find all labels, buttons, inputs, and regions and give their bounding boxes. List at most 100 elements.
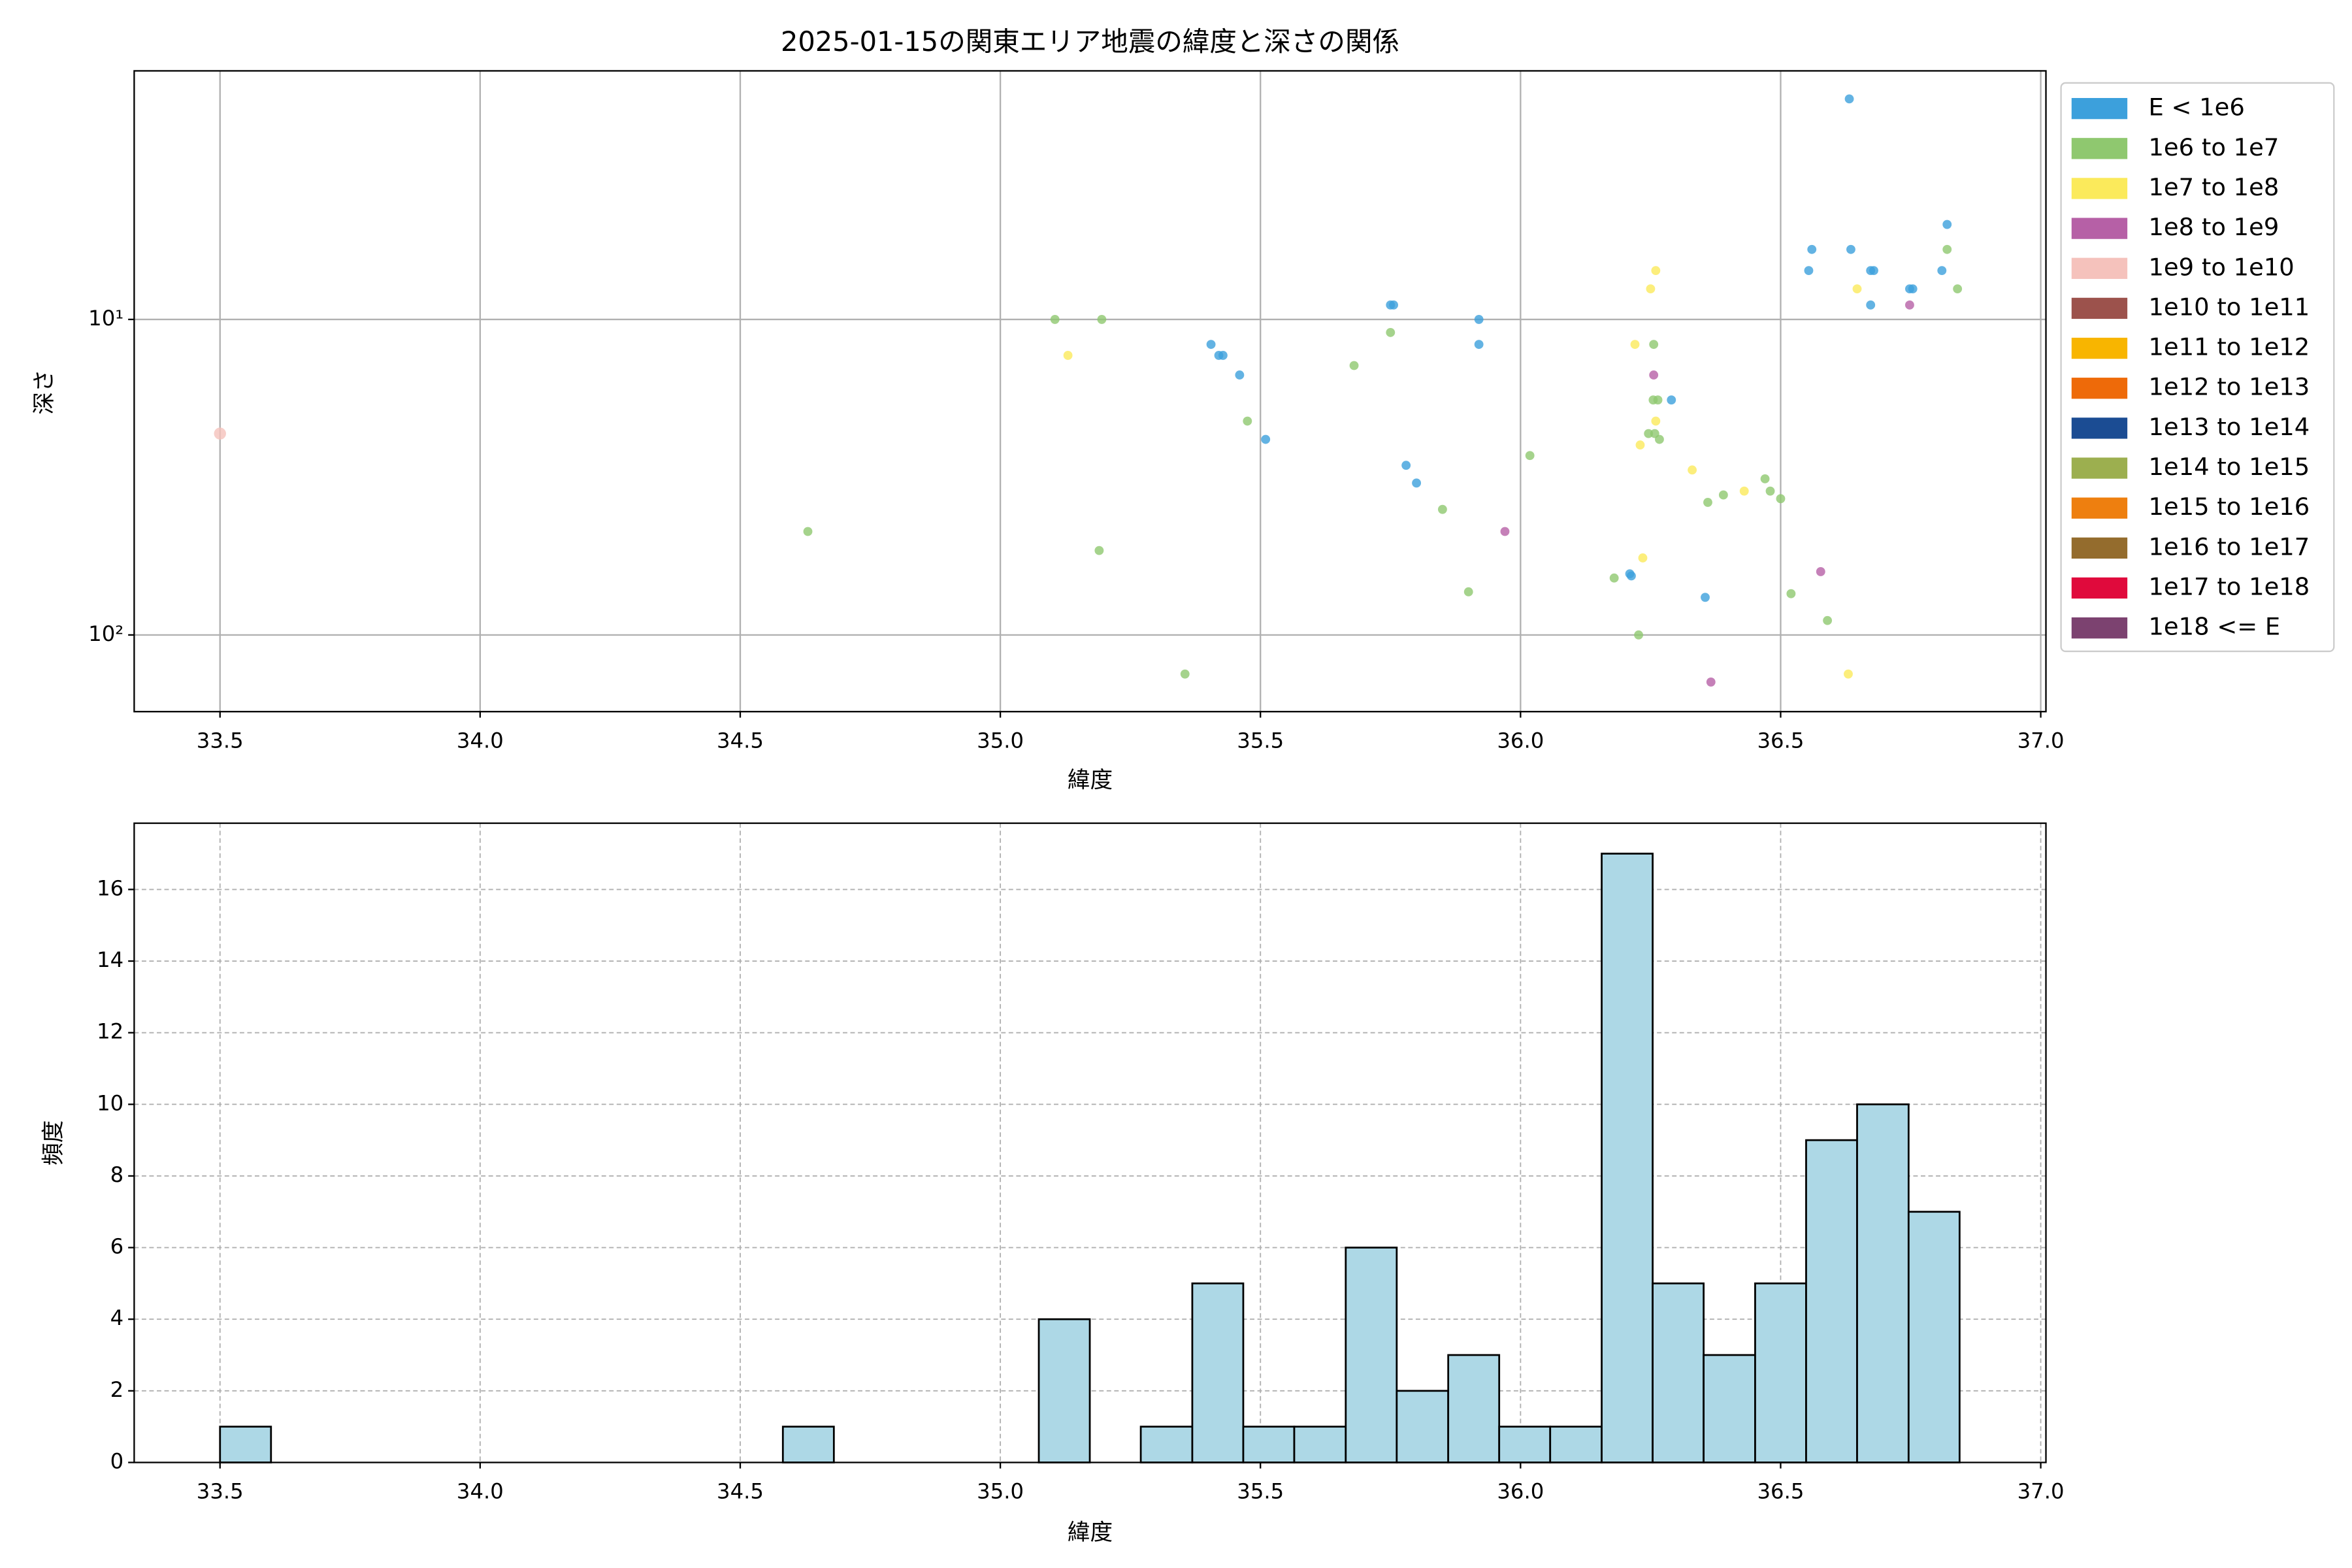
point	[1638, 553, 1648, 563]
plot-frame	[133, 70, 2047, 713]
point	[1908, 284, 1918, 294]
point	[1804, 266, 1814, 276]
legend-swatch	[2071, 257, 2128, 279]
point	[1463, 587, 1473, 596]
x-tick-label: 36.5	[1757, 728, 1804, 753]
legend-swatch	[2071, 178, 2128, 199]
legend-label: 1e13 to 1e14	[2148, 413, 2310, 441]
legend-swatch	[2071, 378, 2128, 399]
point	[1389, 300, 1398, 310]
bar	[1242, 1426, 1296, 1463]
bar	[1345, 1247, 1398, 1463]
legend-label: 1e12 to 1e13	[2148, 373, 2310, 401]
point	[1525, 451, 1535, 461]
x-tick-label: 35.0	[977, 728, 1024, 753]
legend-label: 1e14 to 1e15	[2148, 453, 2310, 481]
bar	[1447, 1354, 1501, 1463]
legend-label: 1e17 to 1e18	[2148, 573, 2310, 601]
y-tick-label: 10²	[88, 621, 123, 646]
point	[1942, 220, 1952, 229]
legend-label: 1e9 to 1e10	[2148, 253, 2294, 281]
legend-label: 1e11 to 1e12	[2148, 333, 2310, 361]
point	[1050, 315, 1060, 324]
legend-swatch	[2071, 98, 2128, 120]
point	[1094, 546, 1104, 555]
bar	[781, 1426, 835, 1463]
bar	[1805, 1139, 1858, 1463]
legend-swatch	[2071, 297, 2128, 319]
point	[1386, 327, 1396, 337]
bar	[1293, 1426, 1347, 1463]
point	[1437, 504, 1447, 514]
legend-label: E < 1e6	[2148, 93, 2244, 122]
point	[1807, 244, 1817, 254]
point	[1852, 284, 1862, 294]
y-axis-label: 頻度	[41, 1120, 67, 1166]
point	[1649, 370, 1659, 380]
point	[1937, 266, 1947, 276]
point	[1816, 567, 1825, 576]
bar	[1037, 1318, 1091, 1463]
y-tick-label: 16	[97, 875, 123, 900]
point	[1703, 497, 1712, 507]
y-tick-label: 8	[110, 1162, 124, 1187]
point	[1646, 284, 1656, 294]
bar	[1549, 1426, 1603, 1463]
bar	[1601, 853, 1654, 1463]
legend-box	[2060, 82, 2335, 653]
legend-swatch	[2071, 577, 2128, 599]
point	[1474, 340, 1484, 350]
legend-label: 1e8 to 1e9	[2148, 213, 2279, 241]
point	[1844, 669, 1853, 679]
point	[1823, 615, 1833, 625]
x-tick-label: 36.0	[1497, 728, 1544, 753]
x-tick-label: 34.0	[457, 1479, 504, 1504]
point	[1706, 677, 1716, 687]
legend-swatch	[2071, 457, 2128, 479]
legend-swatch	[2071, 337, 2128, 359]
legend-label: 1e7 to 1e8	[2148, 173, 2279, 201]
point	[1846, 244, 1855, 254]
y-tick-label: 10¹	[88, 306, 123, 331]
bar	[1754, 1282, 1807, 1463]
point	[1063, 351, 1073, 360]
point	[1474, 315, 1484, 324]
point	[1235, 370, 1245, 380]
legend-swatch	[2071, 138, 2128, 159]
point	[1500, 527, 1510, 536]
point	[1776, 494, 1786, 504]
point	[1942, 244, 1952, 254]
legend-label: 1e15 to 1e16	[2148, 493, 2310, 521]
bar	[1652, 1282, 1705, 1463]
point	[214, 427, 226, 440]
point	[1760, 474, 1770, 483]
legend-label: 1e16 to 1e17	[2148, 532, 2310, 561]
point	[1667, 395, 1676, 405]
point	[1653, 395, 1663, 405]
bar	[1907, 1211, 1961, 1463]
y-tick-label: 14	[97, 947, 123, 972]
legend-swatch	[2071, 417, 2128, 439]
point	[1609, 573, 1619, 583]
point	[1630, 340, 1640, 350]
point	[1627, 571, 1636, 581]
x-tick-label: 35.5	[1237, 1479, 1284, 1504]
point	[1206, 340, 1216, 350]
x-tick-label: 34.0	[457, 728, 504, 753]
plot-frame	[133, 822, 2047, 1463]
point	[1844, 94, 1854, 104]
y-tick-label: 6	[110, 1234, 124, 1259]
x-tick-label: 33.5	[197, 728, 244, 753]
bar	[1396, 1390, 1450, 1463]
point	[1349, 361, 1359, 370]
legend-swatch	[2071, 617, 2128, 639]
x-tick-label: 35.5	[1237, 728, 1284, 753]
x-tick-label: 36.0	[1497, 1479, 1544, 1504]
point	[1786, 589, 1796, 598]
legend-label: 1e10 to 1e11	[2148, 293, 2310, 321]
bar	[1139, 1426, 1194, 1463]
point	[1243, 416, 1252, 426]
legend-label: 1e6 to 1e7	[2148, 133, 2279, 161]
point	[1635, 440, 1645, 450]
